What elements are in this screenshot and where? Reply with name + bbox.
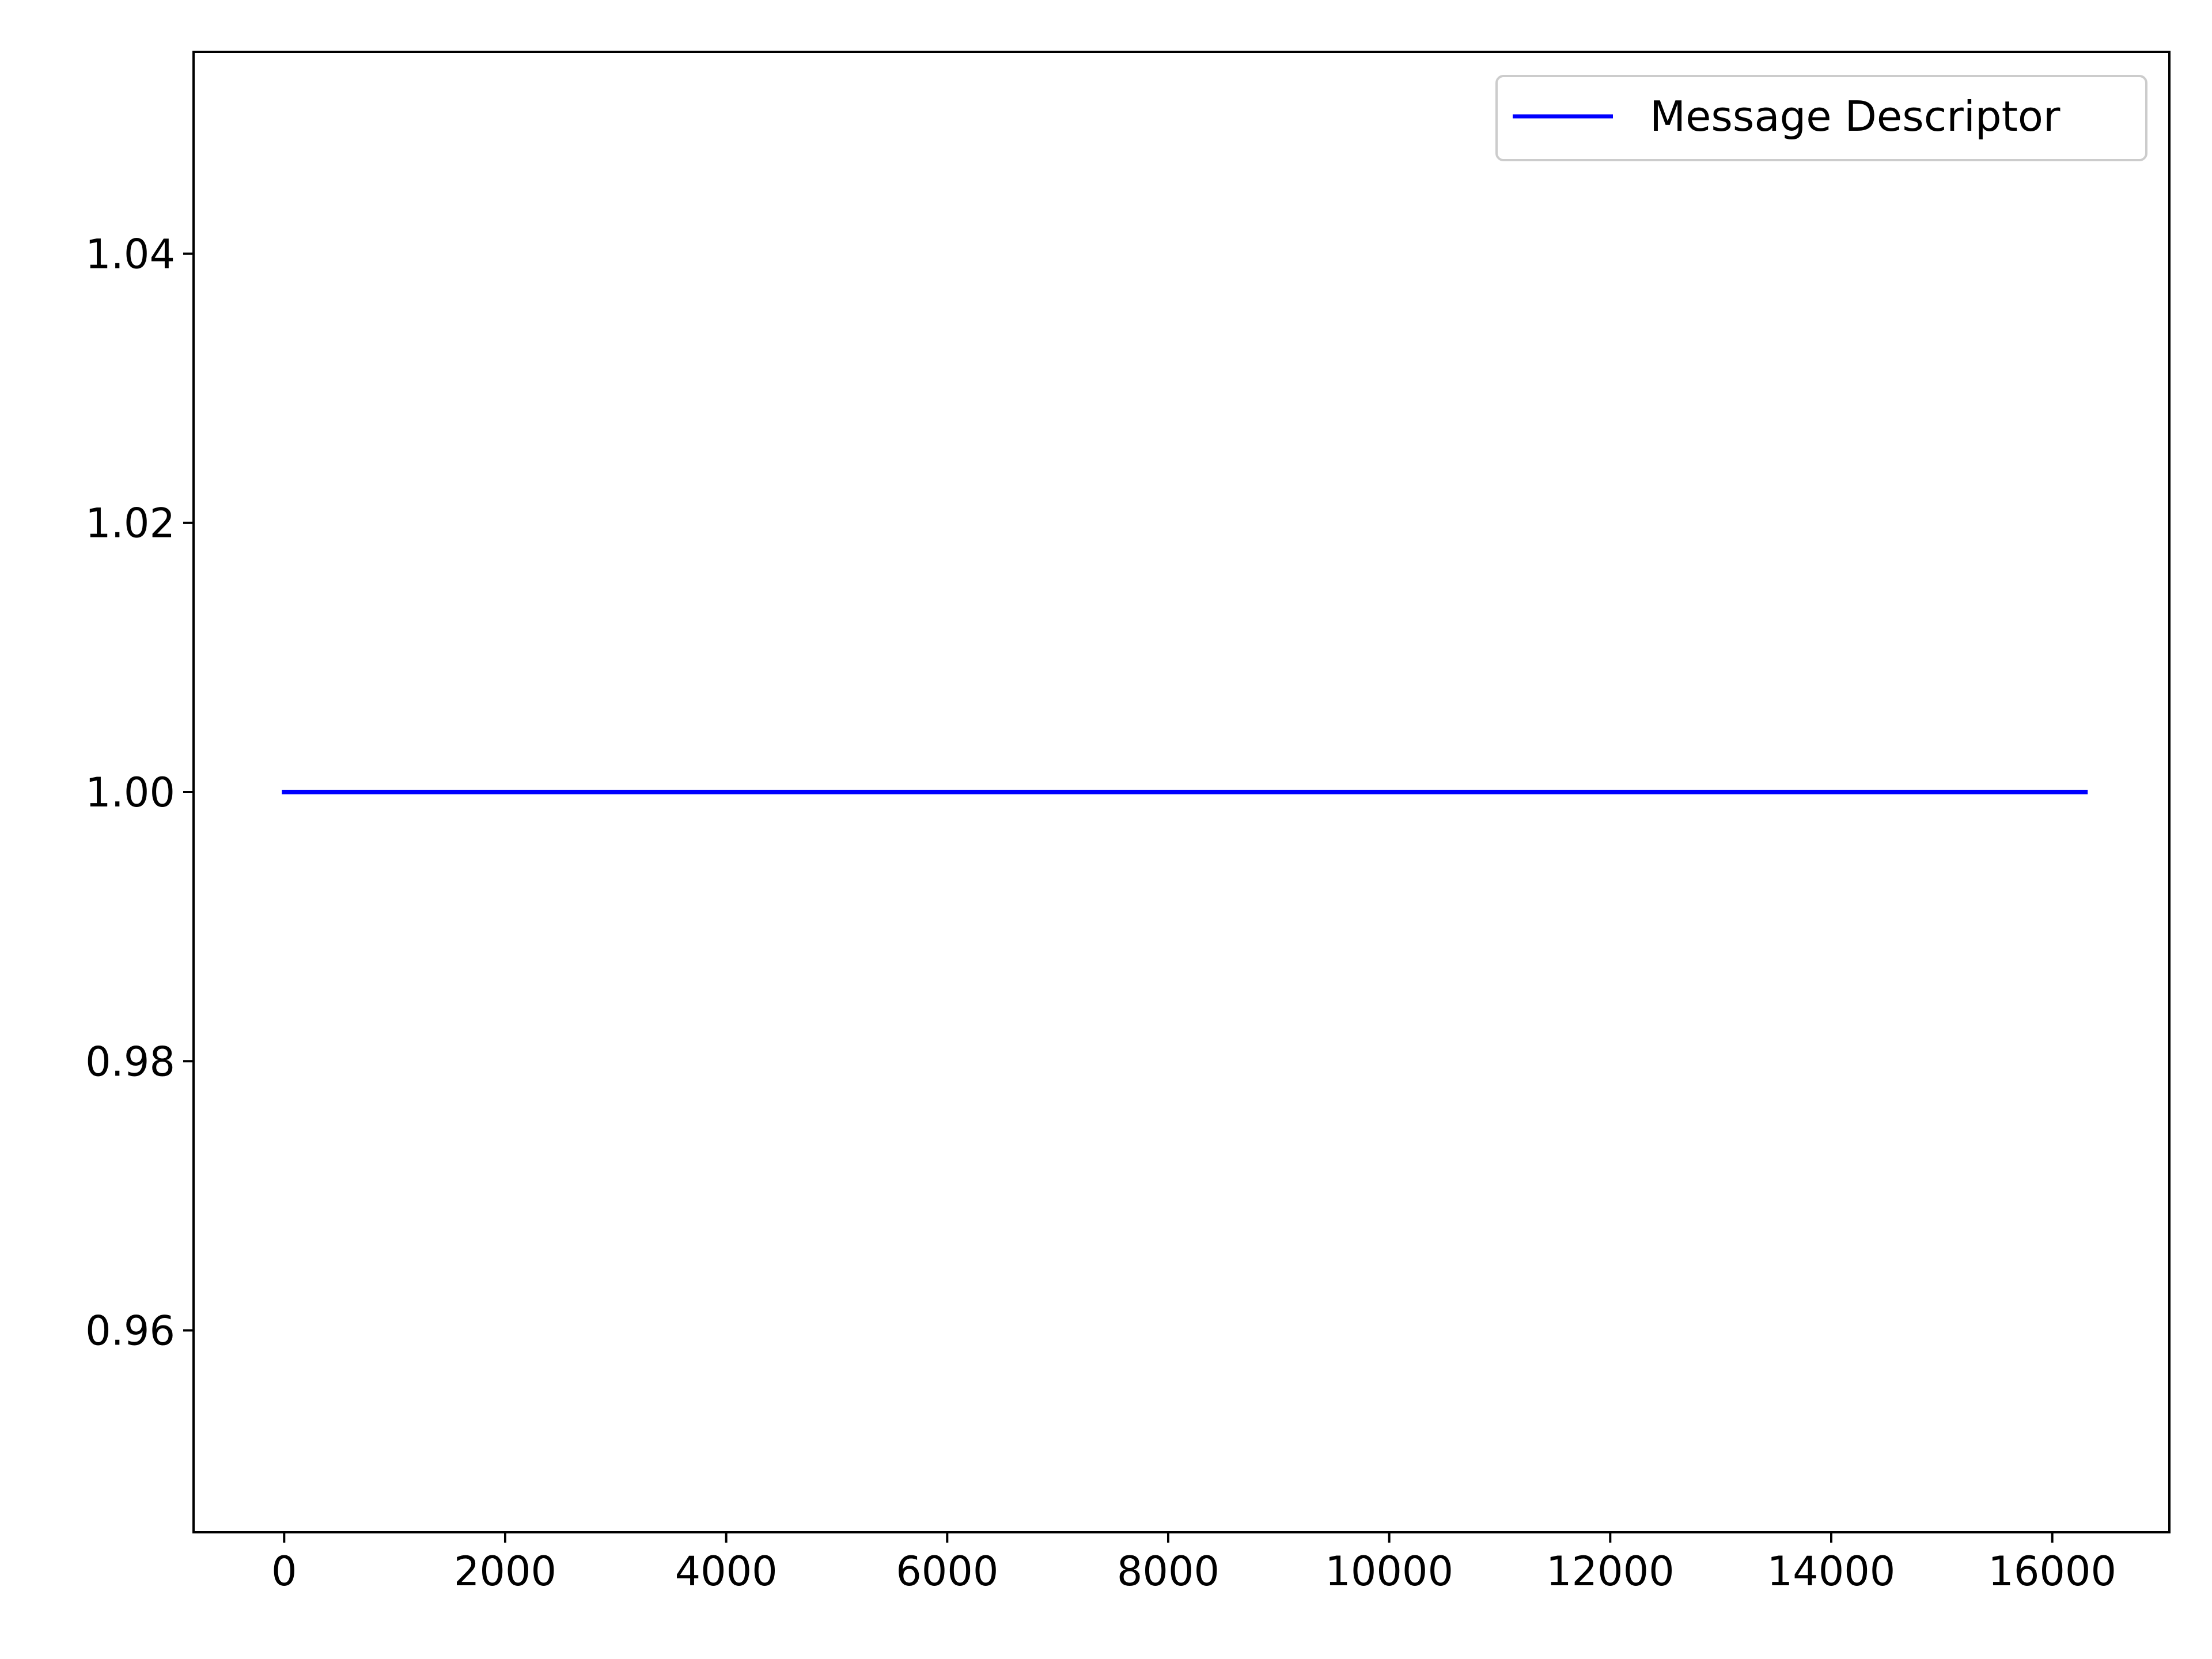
- y-tick-label: 1.02: [85, 500, 175, 547]
- x-tick-label: 0: [271, 1548, 297, 1595]
- x-tick-label: 6000: [896, 1548, 998, 1595]
- y-tick-label: 0.96: [85, 1308, 175, 1355]
- x-tick-label: 14000: [1767, 1548, 1896, 1595]
- x-tick-label: 4000: [675, 1548, 778, 1595]
- y-tick-label: 1.00: [85, 769, 175, 816]
- x-tick-label: 10000: [1325, 1548, 1453, 1595]
- x-axis-ticks: 0 2000 4000 6000 8000 10000 12000 14000 16000: [271, 1532, 2116, 1595]
- legend-label-message-descriptor: Message Descriptor: [1650, 92, 2061, 141]
- y-tick-label: 0.98: [85, 1038, 175, 1085]
- y-axis-ticks: 0.96 0.98 1.00 1.02 1.04: [85, 230, 194, 1355]
- x-tick-label: 2000: [454, 1548, 556, 1595]
- legend: Message Descriptor: [1495, 75, 2147, 161]
- y-tick-label: 1.04: [85, 230, 175, 278]
- legend-box: [1495, 75, 2147, 161]
- x-tick-label: 12000: [1546, 1548, 1675, 1595]
- x-tick-label: 8000: [1117, 1548, 1219, 1595]
- x-tick-label: 16000: [1988, 1548, 2116, 1595]
